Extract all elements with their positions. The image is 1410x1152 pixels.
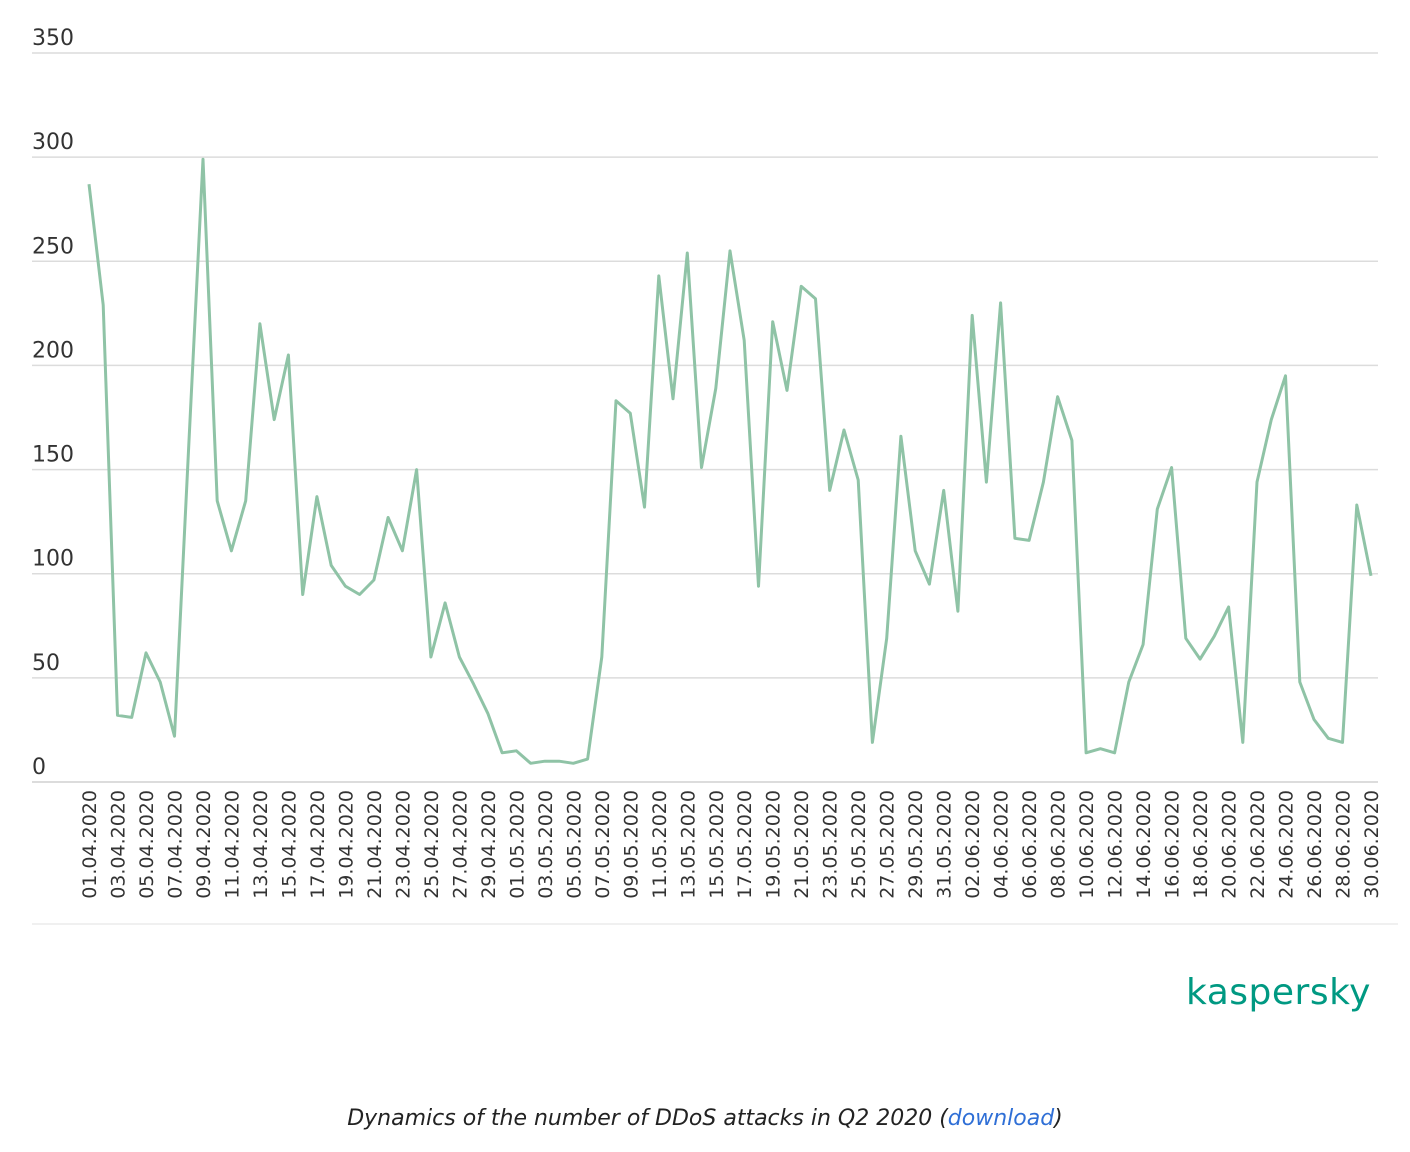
x-tick-label: 11.05.2020 bbox=[649, 790, 671, 899]
series-line bbox=[87, 157, 1373, 765]
x-tick-label: 27.05.2020 bbox=[877, 790, 899, 899]
y-tick-label: 200 bbox=[32, 338, 74, 363]
x-tick-label: 14.06.2020 bbox=[1133, 790, 1155, 899]
x-tick-label: 04.06.2020 bbox=[991, 790, 1013, 899]
x-tick-label: 29.04.2020 bbox=[478, 790, 500, 899]
x-tick-label: 21.05.2020 bbox=[791, 790, 813, 899]
x-tick-label: 07.04.2020 bbox=[164, 790, 186, 899]
x-tick-label: 19.04.2020 bbox=[335, 790, 357, 899]
x-tick-label: 05.04.2020 bbox=[136, 790, 158, 899]
x-tick-label: 30.06.2020 bbox=[1361, 790, 1383, 899]
x-axis-ticks: 01.04.2020 03.04.2020 05.04.2020 07.04.2020… bbox=[79, 790, 1383, 899]
x-tick-label: 23.04.2020 bbox=[392, 790, 414, 899]
x-tick-label: 11.04.2020 bbox=[221, 790, 243, 899]
download-link[interactable]: download bbox=[947, 1106, 1055, 1131]
x-tick-label: 24.06.2020 bbox=[1276, 790, 1298, 899]
x-tick-label: 15.04.2020 bbox=[278, 790, 300, 899]
x-tick-label: 09.05.2020 bbox=[620, 790, 642, 899]
x-tick-label: 27.04.2020 bbox=[449, 790, 471, 899]
x-tick-label: 13.04.2020 bbox=[250, 790, 272, 899]
x-tick-label: 29.05.2020 bbox=[905, 790, 927, 899]
x-tick-label: 12.06.2020 bbox=[1105, 790, 1127, 899]
x-tick-label: 09.04.2020 bbox=[193, 790, 215, 899]
x-tick-label: 17.05.2020 bbox=[734, 790, 756, 899]
y-tick-label: 350 bbox=[32, 26, 74, 51]
x-tick-label: 05.05.2020 bbox=[563, 790, 585, 899]
x-tick-label: 26.06.2020 bbox=[1304, 790, 1326, 899]
kaspersky-logo: kaspersky bbox=[1186, 972, 1371, 1013]
y-tick-label: 250 bbox=[32, 234, 74, 259]
series-layer bbox=[87, 157, 1373, 765]
x-tick-label: 10.06.2020 bbox=[1076, 790, 1098, 899]
x-tick-label: 16.06.2020 bbox=[1162, 790, 1184, 899]
x-tick-label: 02.06.2020 bbox=[962, 790, 984, 899]
y-tick-label: 150 bbox=[32, 443, 74, 468]
x-tick-label: 18.06.2020 bbox=[1190, 790, 1212, 899]
x-tick-label: 17.04.2020 bbox=[307, 790, 329, 899]
x-tick-label: 22.06.2020 bbox=[1247, 790, 1269, 899]
y-tick-label: 0 bbox=[32, 755, 46, 780]
x-tick-label: 07.05.2020 bbox=[592, 790, 614, 899]
x-tick-label: 20.06.2020 bbox=[1219, 790, 1241, 899]
x-tick-label: 23.05.2020 bbox=[820, 790, 842, 899]
y-axis-ticks: 0 50 100 150 200 250 300 350 bbox=[32, 26, 74, 780]
x-tick-label: 25.04.2020 bbox=[421, 790, 443, 899]
y-tick-label: 100 bbox=[32, 547, 74, 572]
x-tick-label: 03.05.2020 bbox=[535, 790, 557, 899]
caption-suffix: ) bbox=[1054, 1106, 1063, 1131]
x-tick-label: 06.06.2020 bbox=[1019, 790, 1041, 899]
caption-prefix: Dynamics of the number of DDoS attacks i… bbox=[347, 1106, 948, 1131]
x-tick-label: 01.05.2020 bbox=[506, 790, 528, 899]
y-tick-label: 50 bbox=[32, 651, 60, 676]
x-tick-label: 28.06.2020 bbox=[1333, 790, 1355, 899]
x-tick-label: 21.04.2020 bbox=[364, 790, 386, 899]
line-chart: 0 50 100 150 200 250 300 350 01.04.2020 03.04.20… bbox=[32, 26, 1398, 925]
x-tick-label: 08.06.2020 bbox=[1048, 790, 1070, 899]
x-tick-label: 25.05.2020 bbox=[848, 790, 870, 899]
x-tick-label: 15.05.2020 bbox=[706, 790, 728, 899]
chart-caption: Dynamics of the number of DDoS attacks i… bbox=[0, 1106, 1410, 1131]
x-tick-label: 03.04.2020 bbox=[107, 790, 129, 899]
x-tick-label: 31.05.2020 bbox=[934, 790, 956, 899]
x-tick-label: 13.05.2020 bbox=[677, 790, 699, 899]
x-tick-label: 01.04.2020 bbox=[79, 790, 101, 899]
x-tick-label: 19.05.2020 bbox=[763, 790, 785, 899]
y-tick-label: 300 bbox=[32, 130, 74, 155]
